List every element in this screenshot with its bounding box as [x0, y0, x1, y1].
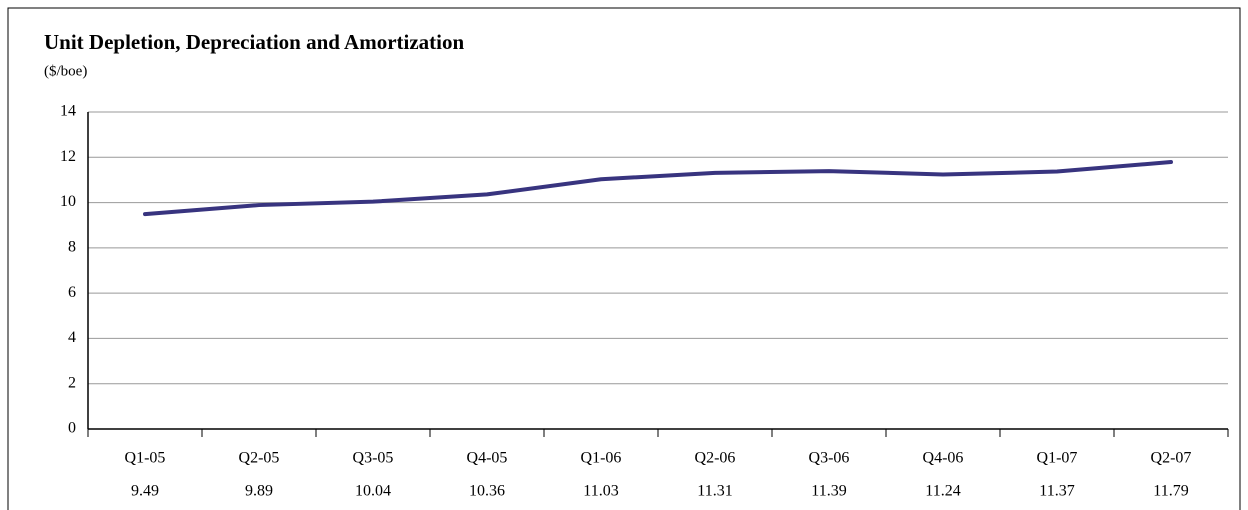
y-tick-label: 14 [60, 103, 76, 120]
y-tick-label: 4 [68, 329, 76, 346]
chart-subtitle: ($/boe) [44, 63, 87, 79]
y-tick-label: 10 [60, 193, 76, 210]
y-tick-label: 0 [68, 420, 76, 437]
x-tick-label: Q2-06 [695, 450, 736, 467]
x-tick-label: Q1-07 [1037, 450, 1078, 467]
x-tick-label: Q3-06 [809, 450, 850, 467]
x-tick-label: Q4-06 [923, 450, 964, 467]
y-tick-label: 6 [68, 284, 76, 301]
x-tick-label: Q1-05 [125, 450, 166, 467]
value-label: 9.89 [245, 483, 273, 500]
x-tick-label: Q4-05 [467, 450, 508, 467]
value-label: 10.04 [355, 483, 391, 500]
x-tick-label: Q3-05 [353, 450, 394, 467]
value-label: 11.79 [1153, 483, 1188, 500]
value-label: 11.24 [925, 483, 960, 500]
data-line [143, 160, 1173, 217]
y-tick-label: 8 [68, 239, 76, 256]
y-tick-label: 12 [60, 148, 76, 165]
y-tick-label: 2 [68, 374, 76, 391]
value-label: 11.31 [697, 483, 732, 500]
x-tick-label: Q2-05 [239, 450, 280, 467]
value-label: 11.39 [811, 483, 846, 500]
value-label: 11.37 [1039, 483, 1074, 500]
chart-title: Unit Depletion, Depreciation and Amortiz… [44, 30, 464, 54]
x-tick-label: Q1-06 [581, 450, 622, 467]
x-tick-label: Q2-07 [1151, 450, 1192, 467]
value-label: 10.36 [469, 483, 505, 500]
value-label: 9.49 [131, 483, 159, 500]
value-label: 11.03 [583, 483, 618, 500]
frame [7, 7, 1241, 510]
